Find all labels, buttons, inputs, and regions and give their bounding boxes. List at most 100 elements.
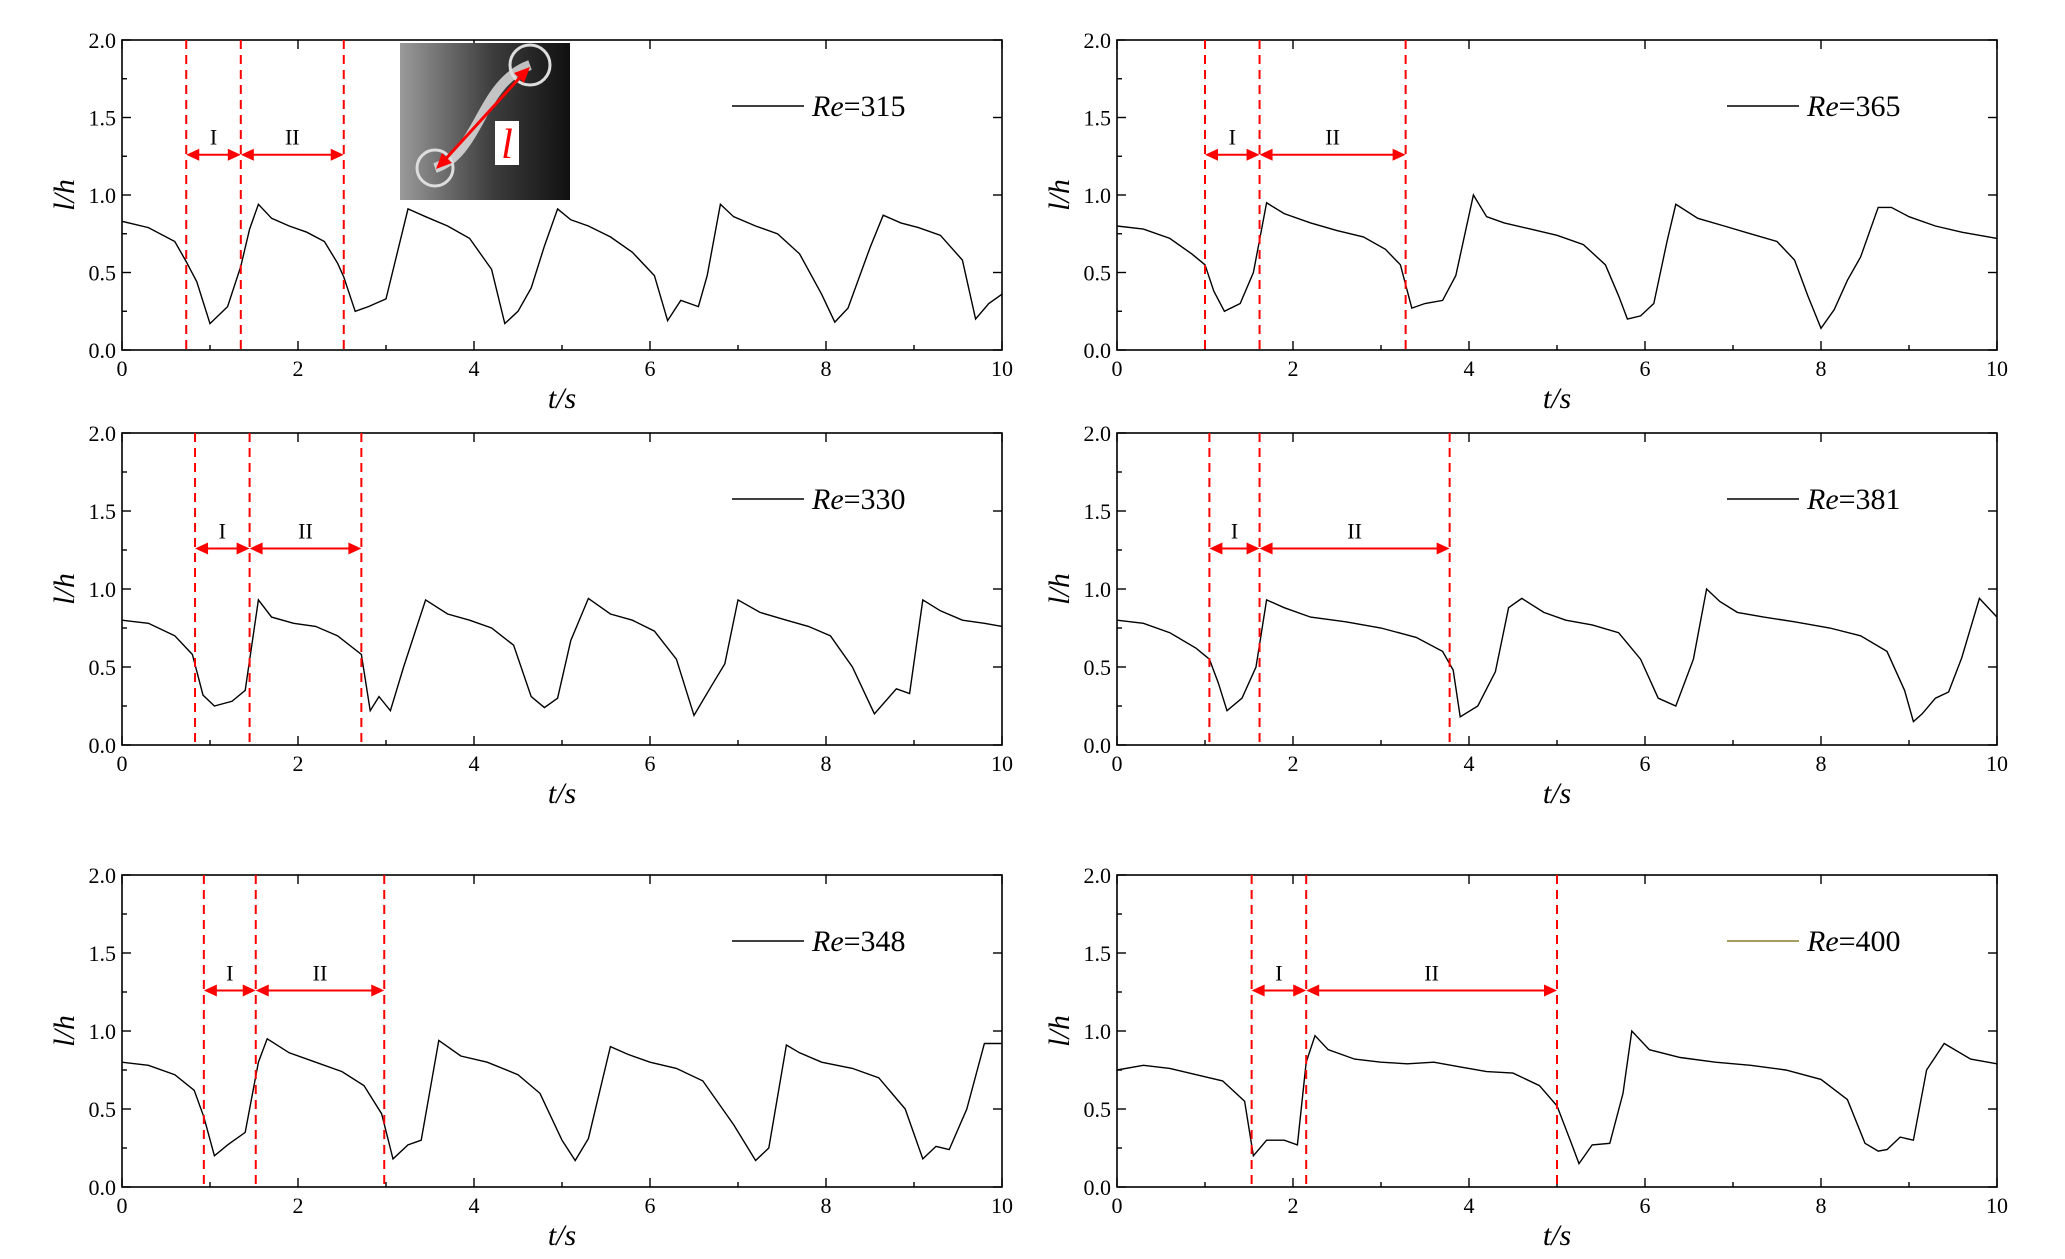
legend-entry: Re=348 <box>811 925 906 958</box>
series-line <box>121 597 1003 718</box>
y-tick-label: 0.0 <box>1084 338 1112 363</box>
y-tick-label: 0.0 <box>89 338 117 363</box>
y-axis-label: l/h <box>1043 573 1076 605</box>
x-tick-label: 4 <box>1464 1193 1475 1218</box>
x-axis-label: t/s <box>1543 1219 1571 1252</box>
region-label: I <box>1229 125 1236 150</box>
x-tick-label: 0 <box>117 1193 128 1218</box>
arrowhead-right <box>1246 542 1260 555</box>
x-tick-label: 0 <box>1112 1193 1123 1218</box>
arrowhead-right <box>348 542 362 555</box>
arrowhead-right <box>236 542 250 555</box>
arrowhead-right <box>1544 984 1557 997</box>
y-tick-label: 0.5 <box>1084 261 1112 286</box>
x-tick-label: 10 <box>991 1193 1013 1218</box>
y-tick-label: 1.5 <box>89 941 117 966</box>
series-line <box>121 202 1003 325</box>
x-tick-label: 10 <box>1986 356 2008 381</box>
y-tick-label: 0.0 <box>1084 733 1112 758</box>
y-tick-label: 0.5 <box>1084 655 1112 680</box>
series-line <box>1116 1029 1998 1166</box>
region-label: II <box>313 960 328 985</box>
plot-frame <box>1116 432 1998 746</box>
arrowhead-left <box>1259 542 1273 555</box>
arrowhead-right <box>227 148 241 161</box>
y-tick-label: 0.0 <box>89 733 117 758</box>
x-tick-label: 0 <box>117 751 128 776</box>
series-line <box>1116 193 1998 330</box>
y-tick-label: 0.5 <box>89 261 117 286</box>
x-tick-label: 4 <box>1464 751 1475 776</box>
arrowhead-left <box>255 984 269 997</box>
arrowhead-left <box>203 984 217 997</box>
y-tick-label: 2.0 <box>89 863 117 888</box>
y-tick-label: 1.5 <box>1084 941 1112 966</box>
arrowhead-right <box>371 984 385 997</box>
region-label: II <box>1424 960 1439 985</box>
arrowhead-left <box>1259 148 1273 161</box>
arrowhead-left <box>1306 984 1320 997</box>
y-tick-label: 1.0 <box>1084 183 1112 208</box>
x-tick-label: 8 <box>821 356 832 381</box>
region-label: II <box>298 518 313 543</box>
y-axis-label: l/h <box>1043 179 1076 211</box>
arrowhead-left <box>1209 542 1223 555</box>
legend-entry: Re=400 <box>1806 925 1901 958</box>
x-axis-label: t/s <box>548 382 576 415</box>
region-label: I <box>1231 518 1238 543</box>
arrowhead-right <box>330 148 344 161</box>
x-tick-label: 8 <box>821 1193 832 1218</box>
x-tick-label: 8 <box>1816 751 1827 776</box>
x-tick-label: 2 <box>1288 356 1299 381</box>
region-label: I <box>219 518 226 543</box>
arrowhead-right <box>1246 148 1260 161</box>
x-tick-label: 6 <box>645 751 656 776</box>
y-tick-label: 1.0 <box>89 1019 117 1044</box>
y-tick-label: 0.5 <box>89 1097 117 1122</box>
arrowhead-left <box>249 542 263 555</box>
x-tick-label: 0 <box>1112 751 1123 776</box>
y-tick-label: 2.0 <box>1084 863 1112 888</box>
y-tick-label: 1.5 <box>89 499 117 524</box>
arrowhead-right <box>242 984 256 997</box>
y-tick-label: 1.0 <box>1084 1019 1112 1044</box>
y-tick-label: 0.0 <box>1084 1175 1112 1200</box>
x-tick-label: 8 <box>821 751 832 776</box>
plot-frame <box>1116 39 1998 351</box>
region-label: II <box>285 125 300 150</box>
x-tick-label: 2 <box>1288 1193 1299 1218</box>
x-tick-label: 6 <box>1640 356 1651 381</box>
x-tick-label: 4 <box>469 1193 480 1218</box>
inset-label: l <box>501 122 513 168</box>
region-label: I <box>1275 960 1282 985</box>
x-tick-label: 6 <box>1640 1193 1651 1218</box>
arrowhead-left <box>1205 148 1218 161</box>
arrowhead-left <box>1251 984 1265 997</box>
arrowhead-left <box>186 148 200 161</box>
x-tick-label: 2 <box>293 356 304 381</box>
x-axis-label: t/s <box>1543 777 1571 810</box>
y-tick-label: 1.0 <box>1084 577 1112 602</box>
legend-entry: Re=381 <box>1806 483 1901 516</box>
x-tick-label: 0 <box>1112 356 1123 381</box>
arrowhead-left <box>195 542 209 555</box>
x-axis-label: t/s <box>548 1219 576 1252</box>
y-tick-label: 1.5 <box>89 106 117 131</box>
x-tick-label: 2 <box>1288 751 1299 776</box>
plot-frame <box>121 432 1003 746</box>
legend-entry: Re=315 <box>811 90 906 123</box>
inset-photo: l <box>400 43 570 200</box>
x-tick-label: 0 <box>117 356 128 381</box>
arrowhead-right <box>1392 148 1406 161</box>
x-tick-label: 2 <box>293 1193 304 1218</box>
y-tick-label: 1.0 <box>89 183 117 208</box>
x-tick-label: 10 <box>1986 751 2008 776</box>
y-axis-label: l/h <box>1043 1015 1076 1047</box>
region-label: II <box>1325 125 1340 150</box>
y-axis-label: l/h <box>48 1015 81 1047</box>
y-tick-label: 2.0 <box>1084 421 1112 446</box>
legend-entry: Re=330 <box>811 483 906 516</box>
